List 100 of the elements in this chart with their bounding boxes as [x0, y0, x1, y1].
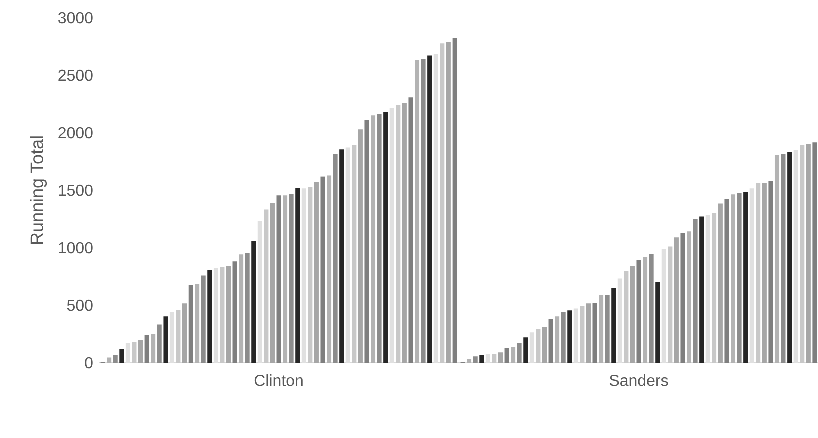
bar — [548, 318, 554, 363]
bar — [446, 42, 451, 363]
x-tick-label: Sanders — [610, 374, 668, 386]
y-tick-label: 0 — [85, 357, 93, 369]
bar — [371, 116, 376, 363]
bar — [120, 349, 124, 363]
bar — [718, 204, 723, 363]
bar — [245, 253, 250, 363]
bar — [320, 176, 326, 363]
bar — [428, 56, 432, 363]
bar — [762, 183, 767, 363]
bar — [289, 194, 294, 363]
bar — [467, 358, 472, 363]
bar — [276, 196, 282, 363]
bar — [612, 288, 616, 363]
bar — [226, 266, 231, 363]
bar — [586, 304, 591, 363]
bar — [712, 213, 717, 363]
bar — [680, 233, 686, 363]
bar — [800, 145, 805, 363]
bar — [731, 194, 736, 363]
bar — [498, 352, 504, 363]
bar — [113, 355, 118, 363]
bar — [296, 188, 300, 363]
y-tick-label: 2500 — [58, 70, 93, 82]
bar — [643, 256, 648, 363]
y-tick-label: 2000 — [58, 127, 93, 139]
bar — [270, 203, 275, 363]
bar — [700, 216, 704, 363]
bar — [480, 355, 484, 363]
bar — [314, 182, 319, 363]
bar — [630, 266, 635, 363]
bar — [132, 342, 137, 363]
bar — [649, 254, 654, 363]
bar — [744, 192, 748, 363]
bar — [364, 120, 370, 363]
bar — [157, 324, 162, 363]
y-tick-label: 1000 — [59, 242, 93, 254]
y-axis-title: Running Total — [30, 136, 48, 244]
bar — [592, 303, 598, 363]
x-tick-label: Clinton — [254, 374, 303, 386]
bar — [636, 260, 642, 363]
bar — [239, 254, 244, 363]
bar — [756, 183, 761, 363]
bar — [333, 154, 338, 363]
y-tick-label: 3000 — [58, 12, 93, 24]
bar — [201, 276, 206, 363]
bar — [511, 347, 516, 363]
bar — [473, 356, 478, 363]
bar — [151, 334, 156, 363]
bar — [415, 60, 420, 363]
bar — [188, 285, 194, 363]
y-tick-label: 500 — [67, 300, 93, 312]
y-tick-label: 1500 — [59, 184, 93, 196]
bar — [195, 284, 200, 363]
bar — [138, 340, 144, 363]
bar — [524, 338, 528, 363]
bar — [176, 310, 181, 363]
bar — [232, 262, 238, 363]
bar — [812, 142, 818, 363]
bar — [656, 282, 660, 363]
bar — [504, 348, 510, 363]
bar — [252, 241, 256, 363]
bar — [327, 176, 332, 363]
bar — [384, 112, 388, 363]
bar — [264, 210, 269, 363]
bar — [396, 105, 401, 363]
bar — [440, 44, 445, 363]
bar — [599, 295, 604, 363]
bar — [774, 155, 780, 363]
bar — [421, 59, 426, 363]
bar — [542, 326, 548, 363]
bar — [724, 199, 730, 363]
bar — [580, 306, 585, 363]
bar — [107, 358, 112, 363]
bar — [144, 335, 150, 363]
bar — [737, 193, 742, 363]
bar — [768, 181, 774, 363]
bar — [674, 238, 679, 363]
bar — [182, 304, 188, 363]
bar — [806, 144, 811, 363]
bar — [568, 310, 572, 363]
bar — [492, 354, 497, 363]
bar — [536, 329, 541, 363]
bar — [605, 295, 610, 363]
bar — [358, 130, 363, 363]
bar — [788, 152, 792, 363]
bar — [668, 246, 673, 363]
bar — [687, 232, 692, 363]
bar — [283, 196, 288, 363]
bar — [693, 219, 698, 363]
bar — [402, 102, 407, 363]
bar — [561, 312, 566, 363]
bar — [220, 267, 225, 363]
bar — [340, 150, 344, 363]
bar — [555, 316, 560, 363]
bar — [352, 144, 357, 363]
bar — [624, 270, 629, 363]
bar — [208, 270, 212, 363]
bar — [377, 114, 382, 363]
